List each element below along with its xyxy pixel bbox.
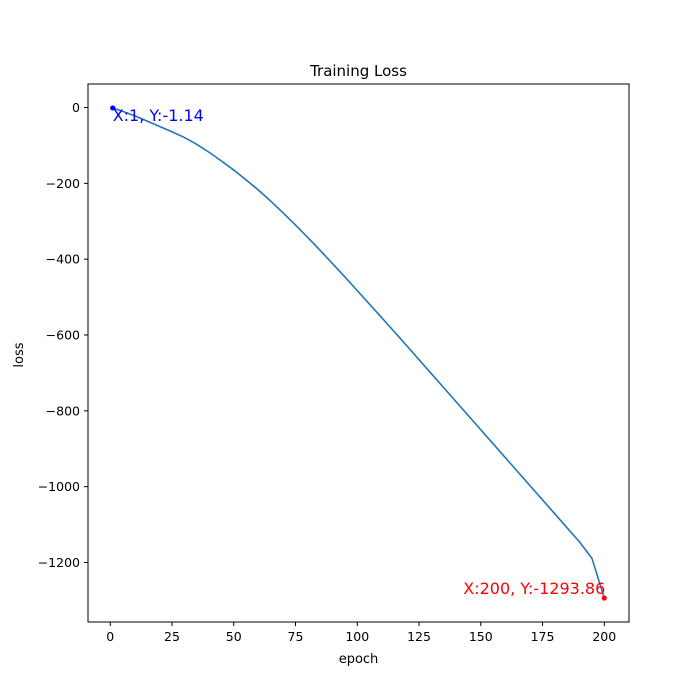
plot-area: X:1, Y:-1.14 X:200, Y:-1293.86	[110, 105, 607, 601]
y-axis-label: loss	[12, 342, 27, 367]
y-tick-label: 0	[72, 100, 80, 115]
x-tick-label: 50	[226, 629, 242, 644]
end-point-marker	[601, 595, 607, 601]
chart-title: Training Loss	[309, 62, 407, 80]
axis-ticks: 0 25 50 75 100 125 150 175 200 0 −200 −400 −600 −800 −…	[38, 100, 617, 644]
end-point-annotation: X:200, Y:-1293.86	[463, 579, 605, 598]
y-tick-label: −1200	[38, 555, 80, 570]
x-tick-label: 175	[531, 629, 555, 644]
y-tick-label: −600	[46, 327, 80, 342]
start-point-marker	[110, 105, 116, 111]
x-tick-label: 200	[592, 629, 616, 644]
start-point-annotation: X:1, Y:-1.14	[113, 106, 204, 125]
x-axis-label: epoch	[339, 652, 379, 667]
x-tick-label: 0	[106, 629, 114, 644]
loss-series-line	[112, 107, 606, 599]
x-tick-label: 75	[288, 629, 304, 644]
x-tick-label: 25	[164, 629, 180, 644]
y-tick-label: −200	[46, 176, 80, 191]
y-tick-label: −400	[46, 252, 80, 267]
x-tick-label: 125	[407, 629, 431, 644]
y-tick-label: −1000	[38, 479, 80, 494]
x-tick-label: 150	[469, 629, 493, 644]
plot-frame	[87, 83, 630, 623]
x-tick-label: 100	[345, 629, 369, 644]
y-tick-label: −800	[46, 403, 80, 418]
